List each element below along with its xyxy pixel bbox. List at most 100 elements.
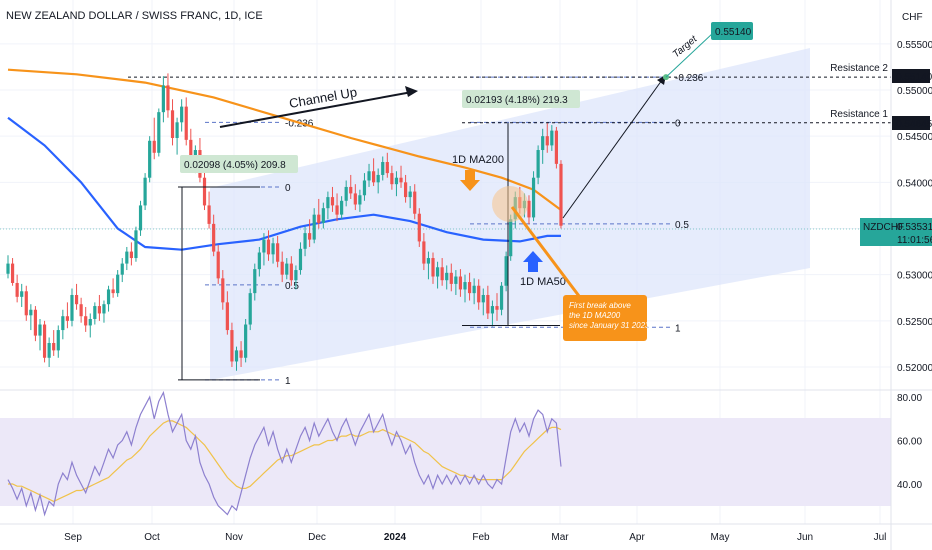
- candle-body: [74, 294, 79, 305]
- time-tick-label: 2024: [384, 532, 407, 543]
- candle-body: [202, 177, 207, 206]
- rsi-tick-label: 40.00: [897, 480, 922, 491]
- last-price-countdown: 11:01:56: [897, 235, 932, 246]
- candle-body: [340, 200, 344, 215]
- candle-body: [358, 195, 362, 205]
- rsi-axis[interactable]: 80.00 60.00 40.00: [897, 393, 922, 491]
- candle-body: [102, 304, 106, 314]
- target-leader: [665, 32, 714, 78]
- note-line: the 1D MA200: [569, 311, 621, 320]
- candle-body: [38, 324, 42, 336]
- price-tick-label: 0.53000: [897, 271, 932, 282]
- candle-body: [349, 186, 353, 194]
- candle-body: [303, 233, 307, 249]
- candle-body: [285, 263, 289, 275]
- candle-body: [477, 285, 481, 303]
- price-axis[interactable]: 0.555000.550000.545000.540000.535000.530…: [897, 40, 932, 374]
- note-line: First break above: [569, 301, 631, 310]
- candle-body: [52, 342, 56, 351]
- ma50-line: [7, 116, 561, 251]
- time-axis[interactable]: Sep Oct Nov Dec 2024 Feb Mar Apr May Jun Jul: [64, 532, 886, 543]
- ma50-label: 1D MA50: [520, 276, 566, 288]
- candle-body: [440, 267, 444, 281]
- candle-body: [449, 272, 453, 284]
- time-tick-label: May: [711, 532, 730, 543]
- candle-body: [321, 208, 325, 223]
- note-pointer: [510, 206, 584, 301]
- rsi-pane[interactable]: [7, 390, 562, 517]
- fib-level-label: 0: [285, 183, 291, 194]
- target-value: 0.55140: [715, 27, 752, 38]
- candle-body: [184, 106, 188, 140]
- candle-body: [152, 140, 156, 153]
- candle-body: [326, 197, 330, 209]
- annotations: Resistance 2 Resistance 1 0.02098 (4.05%) …: [128, 22, 891, 381]
- candle-body: [426, 258, 431, 264]
- candle-body: [65, 316, 70, 321]
- channel-arrow-line: [219, 91, 413, 128]
- price-tick-label: 0.52000: [897, 363, 932, 374]
- resistance-1-label: Resistance 1: [830, 109, 888, 120]
- candle-body: [148, 140, 152, 178]
- rsi-tick-label: 60.00: [897, 437, 922, 448]
- currency-label: CHF: [902, 12, 923, 23]
- candle-body: [276, 243, 280, 262]
- note-box: [563, 295, 647, 341]
- chart-title: NEW ZEALAND DOLLAR / SWISS FRANC, 1D, IC…: [6, 10, 263, 22]
- candle-body: [372, 171, 376, 183]
- candle-body: [399, 177, 403, 183]
- candle-body: [353, 193, 357, 205]
- candle-body: [230, 330, 234, 362]
- candle-body: [454, 276, 458, 284]
- candle-body: [445, 272, 449, 281]
- fib-level-label: -0.236: [675, 73, 704, 84]
- time-tick-label: Mar: [551, 532, 569, 543]
- candle-body: [212, 223, 216, 252]
- time-tick-label: Dec: [308, 532, 326, 543]
- candle-body: [10, 263, 15, 283]
- rsi-band: [0, 418, 891, 506]
- candle-body: [463, 282, 467, 290]
- candle-body: [166, 85, 170, 111]
- candle-body: [120, 263, 124, 275]
- price-tick-label: 0.54500: [897, 132, 932, 143]
- candle-body: [467, 282, 472, 294]
- candle-body: [499, 285, 504, 310]
- candle-body: [509, 219, 513, 257]
- svg-text:0.55140: 0.55140: [896, 72, 932, 83]
- time-tick-label: Jun: [797, 532, 813, 543]
- candle-body: [15, 282, 19, 297]
- candle-body: [266, 239, 271, 255]
- candle-body: [413, 191, 417, 214]
- candle-body: [180, 106, 184, 123]
- candle-body: [417, 213, 421, 242]
- candle-body: [486, 294, 490, 314]
- candle-body: [170, 110, 175, 139]
- fib-level-label: 0: [675, 118, 681, 129]
- candle-body: [435, 267, 440, 277]
- candle-body: [504, 256, 508, 286]
- candle-body: [481, 294, 485, 303]
- measure-right-label: 0.02193 (4.18%) 219.3: [466, 95, 568, 106]
- candle-body: [330, 197, 335, 206]
- candle-body: [239, 350, 243, 358]
- resistance-2-label: Resistance 2: [830, 63, 888, 74]
- candle-body: [294, 270, 298, 281]
- candle-body: [298, 248, 303, 271]
- candle-body: [367, 171, 371, 181]
- candle-body: [138, 205, 143, 231]
- candle-body: [24, 291, 28, 316]
- candle-body: [20, 291, 24, 297]
- candle-body: [84, 316, 88, 326]
- candle-body: [79, 304, 83, 317]
- candle-body: [394, 177, 399, 185]
- candle-body: [61, 316, 65, 331]
- candle-body: [271, 243, 275, 255]
- candle-body: [111, 289, 115, 294]
- break-highlight: [492, 186, 528, 222]
- candle-body: [280, 261, 284, 275]
- rsi-line: [7, 390, 562, 517]
- candle-body: [541, 136, 545, 151]
- candle-body: [143, 177, 147, 206]
- target-path: [562, 79, 663, 219]
